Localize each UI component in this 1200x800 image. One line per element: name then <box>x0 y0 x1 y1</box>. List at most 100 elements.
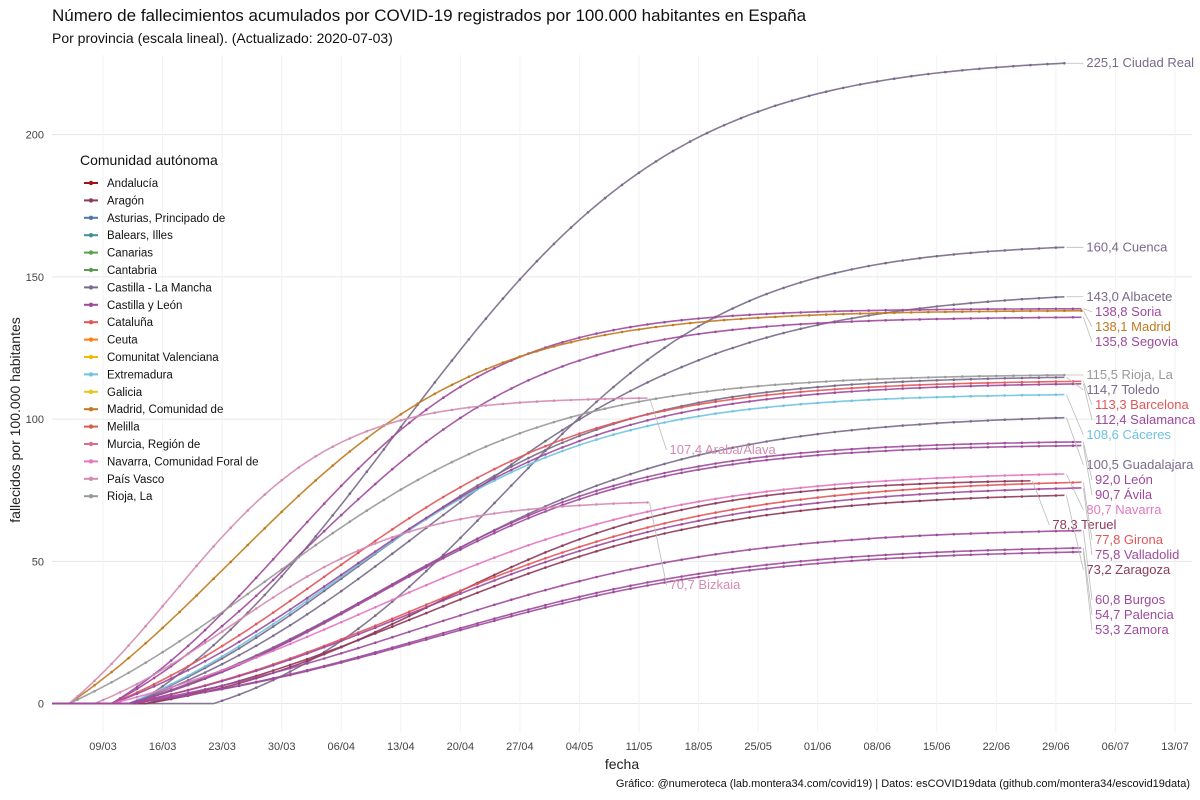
series-point <box>391 647 394 651</box>
series-point <box>1054 547 1058 550</box>
series-point <box>850 486 853 489</box>
series-point <box>901 488 904 492</box>
series-point <box>782 396 785 399</box>
series-point <box>739 386 743 390</box>
series-point <box>1020 417 1024 421</box>
series-point <box>952 446 956 450</box>
series-point <box>841 86 845 90</box>
series-point <box>578 504 581 507</box>
series-point <box>1020 380 1024 384</box>
series-point <box>714 570 717 573</box>
series-point <box>816 562 819 565</box>
series-point <box>365 430 369 433</box>
series-point <box>646 584 649 587</box>
series-point <box>918 555 922 559</box>
series-point <box>1063 373 1066 377</box>
x-axis-title: fecha <box>605 756 639 772</box>
series-point <box>595 492 598 496</box>
series-point <box>935 486 939 490</box>
series-point <box>161 604 164 608</box>
series-point <box>476 486 479 489</box>
series-point <box>978 310 981 313</box>
series-point <box>697 453 700 457</box>
series-point <box>1020 495 1024 498</box>
legend-label: Extremadura <box>107 369 173 381</box>
series-point <box>340 589 343 593</box>
series-point <box>459 589 462 592</box>
series-point <box>527 610 530 614</box>
series-point <box>910 74 913 78</box>
series-point <box>510 459 513 463</box>
series-point <box>237 618 241 622</box>
series-point <box>697 415 700 418</box>
series-point <box>714 405 717 408</box>
series-point <box>816 488 819 492</box>
series-point <box>578 418 581 421</box>
y-tick-label: 50 <box>32 556 44 568</box>
series-point <box>510 521 513 525</box>
series-point <box>561 501 564 504</box>
series-point <box>595 544 598 548</box>
series-point <box>714 315 717 319</box>
series-point <box>254 633 258 637</box>
series-point <box>442 576 445 580</box>
series-point <box>986 377 990 381</box>
series-point <box>875 311 879 315</box>
series-point <box>220 679 224 683</box>
series-point <box>254 686 258 689</box>
series-point <box>340 652 343 655</box>
series-point <box>152 673 156 676</box>
series-point <box>782 492 785 495</box>
series-point <box>237 647 241 650</box>
series-point <box>1003 441 1007 445</box>
series-point <box>612 545 615 548</box>
series-point <box>450 460 454 464</box>
series-point <box>731 508 734 511</box>
series-point <box>93 684 96 687</box>
series-point <box>986 442 990 445</box>
series-point <box>663 561 666 564</box>
series-point <box>773 104 777 108</box>
series-point <box>527 456 530 460</box>
series-point <box>1037 376 1041 380</box>
series-point <box>433 469 437 473</box>
series-point <box>799 281 802 284</box>
series-point <box>646 419 649 422</box>
series-point <box>629 325 632 329</box>
series-point <box>799 451 802 455</box>
series-point <box>680 508 683 512</box>
series-point <box>305 657 309 661</box>
series-point <box>365 470 369 474</box>
legend-swatch-dot <box>88 459 94 464</box>
series-point <box>442 513 445 517</box>
series-point <box>442 619 445 623</box>
series-point <box>322 502 326 506</box>
series-point <box>816 321 819 325</box>
series-point <box>561 497 564 501</box>
legend-swatch-dot <box>88 354 94 360</box>
series-line <box>52 416 1065 705</box>
series-point <box>348 437 352 440</box>
series-point <box>705 390 709 393</box>
legend-label: Cataluña <box>107 317 154 329</box>
series-point <box>340 645 343 648</box>
series-point <box>697 358 700 362</box>
series-point <box>646 323 649 326</box>
series-point <box>425 566 428 569</box>
series-point <box>399 413 403 416</box>
series-point <box>271 596 275 599</box>
series-point <box>935 492 939 495</box>
series-point <box>629 568 632 571</box>
series-point <box>646 516 649 520</box>
series-point <box>875 80 879 83</box>
series-point <box>195 594 198 597</box>
label-leader <box>1083 441 1093 481</box>
series-point <box>816 392 819 396</box>
series-point <box>340 639 343 643</box>
series-point <box>493 531 496 535</box>
series-point <box>254 630 258 633</box>
series-point <box>467 338 471 341</box>
series-point <box>765 546 768 549</box>
series-point <box>850 268 853 271</box>
